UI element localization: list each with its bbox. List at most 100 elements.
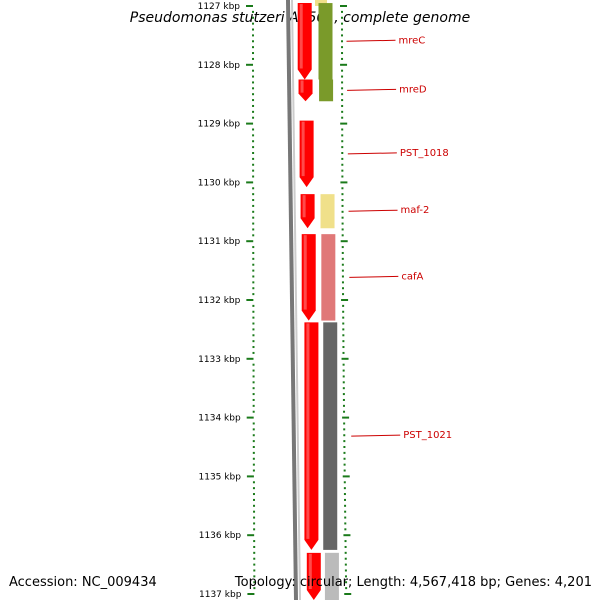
axis-minor-tick bbox=[252, 446, 255, 448]
axis-minor-tick bbox=[252, 40, 255, 43]
axis-minor-tick-right bbox=[341, 22, 344, 25]
axis-minor-tick bbox=[252, 375, 255, 378]
axis-minor-tick-right bbox=[341, 75, 344, 78]
axis-minor-tick bbox=[252, 334, 255, 337]
axis-minor-tick bbox=[252, 387, 255, 390]
axis-minor-tick bbox=[252, 281, 255, 284]
topology-text: Topology: circular; Length: 4,567,418 bp… bbox=[234, 575, 592, 590]
axis-minor-tick-right bbox=[341, 163, 344, 166]
axis-minor-tick bbox=[252, 169, 255, 172]
axis-tick-label: 1129 kbp bbox=[198, 120, 241, 130]
axis-minor-tick-right bbox=[341, 104, 344, 107]
axis-minor-tick-right bbox=[341, 93, 344, 96]
axis-minor-tick-right bbox=[341, 263, 344, 266]
axis-minor-tick bbox=[252, 204, 255, 207]
axis-minor-tick-right bbox=[343, 463, 346, 466]
scale-ticks: 1127 kbp 1128 kbp 1129 kbp 1130 kbp 1131 kbp… bbox=[198, 2, 352, 600]
axis-minor-tick bbox=[252, 328, 255, 331]
axis-minor-tick-right bbox=[342, 375, 345, 378]
axis-minor-tick-right bbox=[343, 434, 346, 437]
gene-arrow-highlight bbox=[299, 4, 303, 69]
axis-minor-tick bbox=[252, 22, 255, 25]
gene-labels: mreC mreD PST_1018 maf-2 cafA PST_1021 bbox=[346, 35, 452, 441]
axis-minor-tick-right bbox=[345, 587, 348, 590]
backbone-arc-inner bbox=[291, 0, 301, 600]
axis-minor-tick-right bbox=[341, 128, 344, 131]
axis-minor-tick bbox=[252, 363, 255, 366]
axis-minor-tick bbox=[252, 487, 255, 490]
axis-minor-tick-right bbox=[342, 381, 345, 384]
axis-minor-tick-right bbox=[344, 504, 347, 507]
gene-label: PST_1021 bbox=[403, 430, 452, 441]
axis-minor-tick bbox=[252, 351, 255, 354]
axis-minor-tick bbox=[252, 275, 255, 278]
axis-minor-tick-right bbox=[342, 328, 345, 331]
axis-minor-tick-right bbox=[343, 481, 346, 484]
axis-minor-tick-right bbox=[342, 398, 345, 401]
axis-minor-tick bbox=[253, 528, 256, 531]
axis-minor-tick-right bbox=[341, 99, 344, 102]
axis-minor-tick-right bbox=[341, 28, 344, 31]
axis-minor-tick bbox=[253, 563, 256, 566]
gene-label-leader bbox=[351, 434, 401, 437]
axis-minor-tick bbox=[252, 228, 255, 231]
axis-minor-tick-right bbox=[341, 204, 344, 207]
axis-minor-tick-right bbox=[342, 340, 345, 343]
axis-minor-tick bbox=[252, 69, 255, 72]
axis-minor-tick bbox=[252, 234, 255, 237]
axis-minor-tick bbox=[252, 493, 255, 496]
axis-minor-tick bbox=[252, 28, 255, 31]
axis-minor-tick bbox=[252, 163, 255, 166]
axis-minor-tick bbox=[252, 157, 255, 160]
axis-tick-label: 1136 kbp bbox=[199, 531, 242, 541]
axis-minor-tick bbox=[252, 251, 255, 254]
gene-arrow-highlight bbox=[308, 553, 312, 589]
axis-minor-tick-right bbox=[342, 387, 345, 390]
gene-arrow-highlight bbox=[302, 195, 306, 218]
axis-minor-tick-right bbox=[341, 10, 344, 13]
axis-minor-tick-right bbox=[341, 269, 344, 272]
axis-minor-tick-right bbox=[343, 422, 346, 425]
axis-minor-tick bbox=[252, 451, 255, 454]
axis-minor-tick bbox=[252, 222, 255, 225]
axis-minor-tick-right bbox=[342, 404, 345, 407]
gene-label: cafA bbox=[401, 271, 423, 282]
gene-arrow-highlight bbox=[300, 80, 304, 93]
axis-minor-tick bbox=[252, 175, 255, 178]
axis-minor-tick-right bbox=[343, 440, 346, 443]
axis-minor-tick bbox=[252, 428, 255, 431]
axis-minor-tick bbox=[252, 434, 255, 437]
axis-minor-tick bbox=[253, 581, 256, 584]
axis-minor-tick bbox=[252, 216, 255, 219]
axis-minor-tick-right bbox=[344, 569, 347, 572]
axis-minor-tick bbox=[252, 99, 255, 102]
axis-minor-tick bbox=[252, 410, 255, 413]
axis-minor-tick bbox=[253, 569, 256, 572]
axis-minor-tick bbox=[252, 128, 255, 131]
axis-minor-tick bbox=[252, 16, 255, 19]
axis-minor-tick-right bbox=[345, 581, 348, 584]
axis-minor-tick bbox=[252, 75, 255, 78]
axis-minor-tick-right bbox=[344, 557, 347, 560]
axis-minor-tick-right bbox=[342, 304, 345, 307]
axis-minor-tick-right bbox=[344, 545, 347, 548]
axis-minor-tick-right bbox=[342, 351, 345, 354]
axis-minor-tick bbox=[253, 540, 256, 543]
axis-minor-tick-right bbox=[342, 369, 345, 372]
axis-minor-tick bbox=[252, 310, 255, 313]
axis-minor-tick bbox=[252, 293, 255, 296]
axis-tick-label: 1127 kbp bbox=[198, 2, 241, 12]
axis-minor-tick-right bbox=[341, 69, 344, 72]
axis-minor-tick-right bbox=[344, 516, 347, 519]
category-block bbox=[320, 194, 335, 229]
axis-minor-tick-right bbox=[341, 146, 344, 149]
axis-minor-tick-right bbox=[341, 246, 344, 249]
axis-minor-tick bbox=[253, 504, 256, 507]
axis-minor-tick-right bbox=[341, 152, 344, 154]
gene-label: mreD bbox=[399, 84, 427, 95]
axis-minor-tick bbox=[252, 269, 255, 272]
axis-minor-tick bbox=[252, 199, 255, 202]
axis-minor-tick bbox=[252, 422, 255, 425]
axis-minor-tick-right bbox=[344, 563, 347, 566]
axis-minor-tick-right bbox=[341, 287, 344, 290]
